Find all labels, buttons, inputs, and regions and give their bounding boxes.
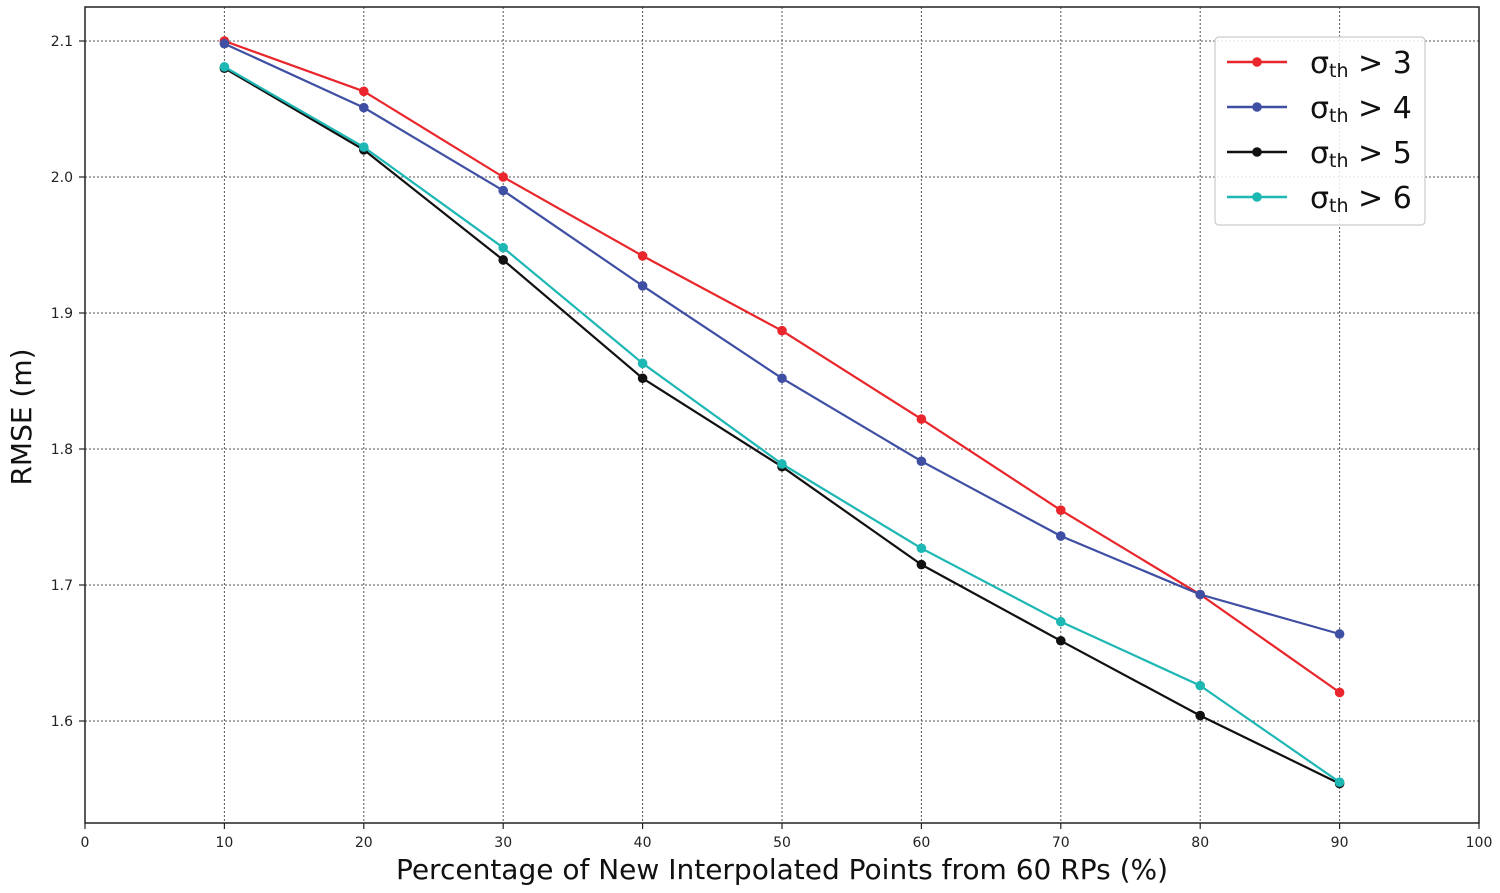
legend: σth > 3 σth > 4 σth > 5 σth > 6	[1214, 36, 1426, 226]
data-point	[498, 255, 509, 265]
y-axis-label: RMSE (m)	[5, 348, 38, 485]
series-group	[219, 36, 1345, 789]
data-point	[777, 459, 787, 469]
x-tick-label: 70	[1052, 835, 1070, 851]
x-tick-label: 0	[81, 835, 90, 851]
data-point	[637, 251, 648, 261]
data-point	[1334, 629, 1345, 639]
x-tick-label: 40	[634, 835, 652, 851]
data-point	[1334, 687, 1345, 698]
data-point	[916, 543, 927, 554]
data-point	[1195, 589, 1205, 600]
legend-swatch-marker	[1252, 57, 1262, 67]
legend-swatch-marker	[1252, 192, 1262, 202]
y-tick-label: 1.8	[51, 442, 73, 458]
y-tick-label: 1.9	[51, 306, 73, 322]
data-point	[498, 242, 509, 253]
x-tick-label: 50	[773, 835, 791, 851]
data-point	[1195, 710, 1205, 721]
data-point	[498, 185, 509, 196]
x-axis-ticks: 0 10 20 30 40 50 60 70 80 90 100	[81, 823, 1493, 851]
legend-swatch-marker	[1252, 147, 1262, 157]
data-point	[1056, 505, 1066, 515]
data-point	[219, 62, 230, 72]
data-point	[1056, 635, 1066, 646]
x-tick-label: 80	[1191, 835, 1209, 851]
data-point	[637, 281, 648, 291]
y-tick-label: 2.1	[51, 34, 73, 50]
data-point	[1056, 531, 1066, 541]
data-point	[916, 559, 927, 570]
data-point	[1195, 680, 1205, 691]
legend-label: σth > 6	[1310, 181, 1412, 217]
data-point	[1334, 777, 1345, 787]
x-tick-label: 20	[355, 835, 373, 851]
data-point	[359, 86, 369, 97]
x-axis-label: Percentage of New Interpolated Points fr…	[396, 853, 1168, 886]
x-tick-label: 90	[1331, 835, 1349, 851]
y-tick-label: 1.6	[51, 714, 73, 730]
y-tick-label: 1.7	[51, 578, 73, 594]
legend-label: σth > 4	[1310, 91, 1412, 127]
x-tick-label: 30	[494, 835, 512, 851]
x-tick-label: 10	[215, 835, 233, 851]
data-point	[219, 38, 230, 49]
legend-swatch-marker	[1252, 102, 1262, 112]
legend-label: σth > 5	[1310, 136, 1412, 172]
data-point	[359, 142, 369, 152]
data-point	[777, 373, 787, 384]
y-tick-label: 2.0	[51, 170, 73, 186]
legend-label: σth > 3	[1310, 46, 1412, 82]
plot-frame	[84, 6, 1480, 824]
data-point	[777, 325, 787, 336]
data-point	[637, 358, 648, 369]
y-axis-ticks: 1.6 1.7 1.8 1.9 2.0 2.1	[51, 34, 85, 730]
data-point	[359, 102, 369, 113]
data-point	[916, 456, 927, 467]
data-point	[498, 172, 509, 182]
data-point	[1056, 616, 1066, 627]
data-point	[916, 414, 927, 424]
data-point	[637, 373, 648, 384]
legend-box	[1214, 36, 1426, 226]
x-tick-label: 100	[1466, 835, 1493, 851]
x-tick-label: 60	[912, 835, 930, 851]
